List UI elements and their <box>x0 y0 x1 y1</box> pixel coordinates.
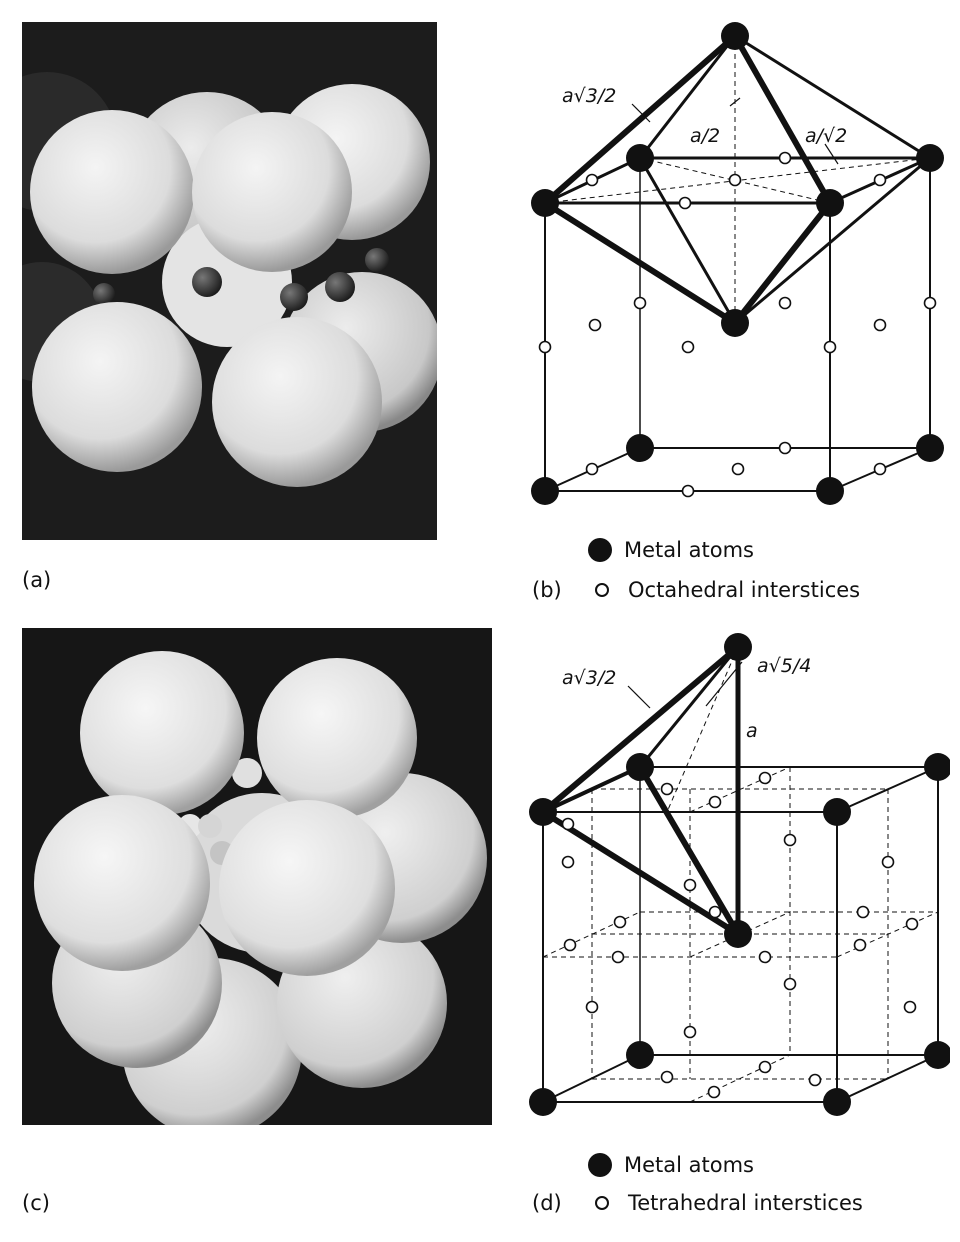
photo-tetrahedral-model <box>22 628 492 1125</box>
metal-atom-icon <box>588 538 612 562</box>
label-a-sqrt5-over-4: a√5/4 <box>757 655 811 677</box>
label-a: a <box>746 720 758 742</box>
legend-metal-atoms-b: Metal atoms <box>588 538 754 562</box>
metal-atom-icon <box>588 1153 612 1177</box>
panel-label-d: (d) <box>532 1191 562 1215</box>
legend-label: Tetrahedral interstices <box>628 1191 863 1215</box>
panel-label-a: (a) <box>22 568 52 592</box>
label-a-over-sqrt2: a/√2 <box>805 125 847 147</box>
photo-octahedral-model <box>22 22 437 540</box>
legend-tetrahedral-interstices: Tetrahedral interstices <box>588 1191 863 1215</box>
legend-label: Metal atoms <box>624 1153 754 1177</box>
legend-octahedral-interstices: Octahedral interstices <box>588 578 860 602</box>
label-edge-a-sqrt3-over-2: a√3/2 <box>562 85 616 107</box>
diagram-octahedral-interstices: a√3/2 a/2 a/√2 <box>510 18 950 528</box>
legend-label: Octahedral interstices <box>628 578 861 602</box>
label-edge-a-sqrt3-over-2-d: a√3/2 <box>562 667 616 689</box>
interstice-icon <box>595 583 609 597</box>
diagram-tetrahedral-interstices: a√3/2 a√5/4 a <box>510 622 950 1122</box>
legend-metal-atoms-d: Metal atoms <box>588 1153 754 1177</box>
panel-label-c: (c) <box>22 1191 50 1215</box>
label-a-over-2: a/2 <box>690 125 720 147</box>
legend-label: Metal atoms <box>624 538 754 562</box>
panel-label-b: (b) <box>532 578 562 602</box>
interstice-icon <box>595 1196 609 1210</box>
